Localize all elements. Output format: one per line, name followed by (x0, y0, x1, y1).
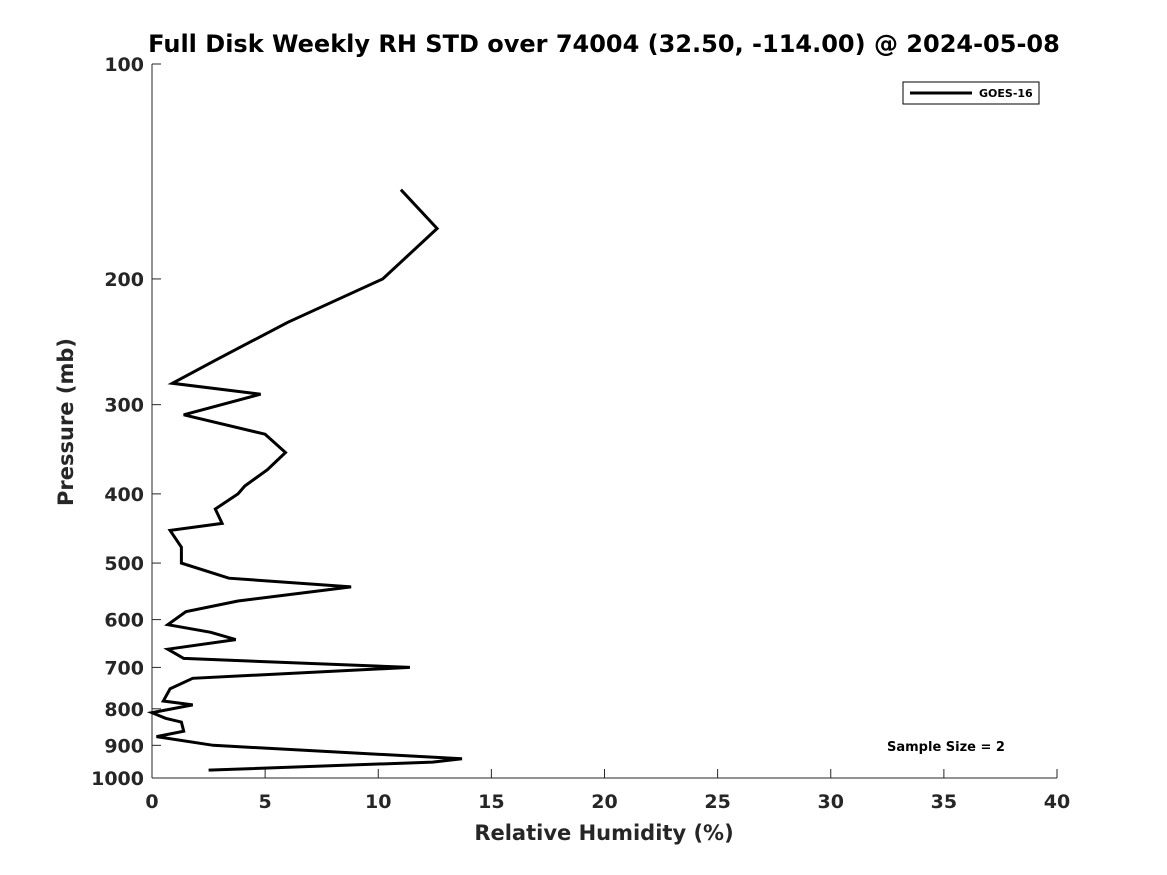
y-tick-label: 700 (104, 657, 144, 679)
y-axis-ticks: 100 200 300 400 500 600 700 800 900 1000 (91, 54, 161, 790)
x-axis-label: Relative Humidity (%) (474, 821, 733, 845)
series-line-goes-16 (146, 188, 463, 772)
x-tick-label: 25 (704, 791, 730, 813)
y-tick-label: 400 (104, 484, 144, 506)
chart-title: Full Disk Weekly RH STD over 74004 (32.5… (148, 30, 1060, 58)
y-tick-label: 600 (104, 610, 144, 632)
x-tick-label: 35 (931, 791, 957, 813)
y-tick-label: 1000 (91, 768, 144, 790)
x-tick-label: 20 (591, 791, 617, 813)
plot-axes (151, 64, 1057, 779)
x-tick-label: 0 (145, 791, 158, 813)
y-tick-label: 500 (104, 553, 144, 575)
legend: GOES-16 (902, 81, 1040, 105)
y-tick-label: 300 (104, 395, 144, 417)
x-tick-label: 40 (1044, 791, 1070, 813)
y-tick-label: 900 (104, 735, 144, 757)
series-layer (146, 188, 463, 772)
x-tick-label: 10 (365, 791, 391, 813)
legend-label-goes-16: GOES-16 (979, 87, 1033, 100)
x-axis-ticks: 0 5 10 15 20 25 30 35 40 (145, 769, 1070, 813)
sample-size-annotation: Sample Size = 2 (887, 740, 1005, 755)
x-tick-label: 30 (818, 791, 844, 813)
y-tick-label: 800 (104, 699, 144, 721)
y-tick-label: 200 (104, 269, 144, 291)
y-tick-label: 100 (104, 54, 144, 76)
y-axis-label: Pressure (mb) (54, 338, 78, 506)
x-tick-label: 15 (478, 791, 504, 813)
x-tick-label: 5 (259, 791, 272, 813)
